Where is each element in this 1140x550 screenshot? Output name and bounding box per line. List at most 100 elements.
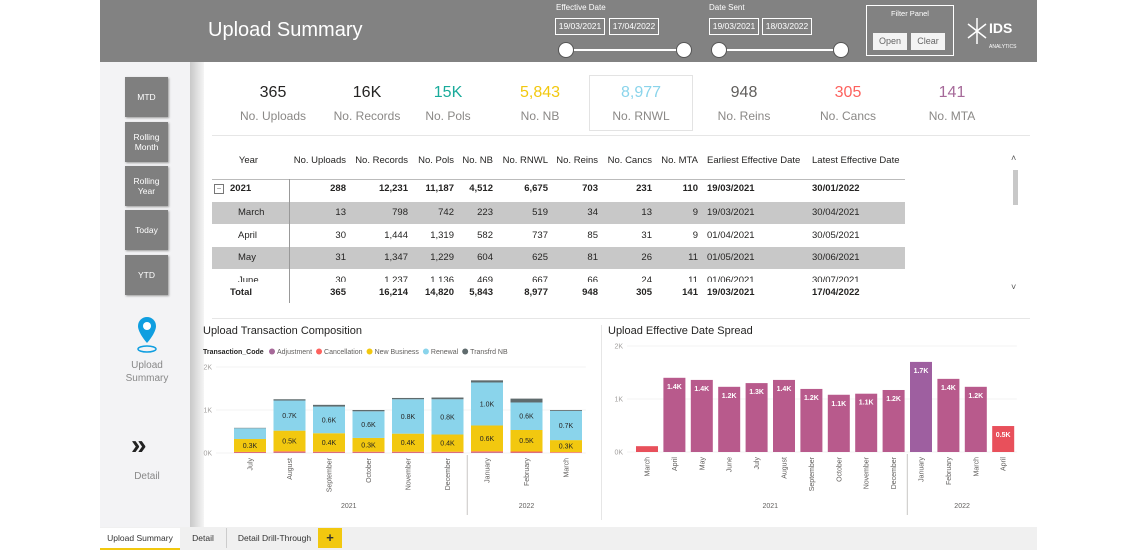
nav-shadow (190, 62, 204, 527)
table-cell: 13 (641, 207, 652, 218)
bar-segment (471, 425, 503, 452)
data-label: 0.4K (440, 441, 455, 448)
bar-segment (431, 451, 464, 453)
data-label: 0.4K (322, 440, 337, 447)
slider[interactable] (719, 49, 840, 51)
table-cell: 11 (688, 275, 698, 282)
data-label: 1.2K (886, 396, 901, 403)
table-cell: 26 (641, 252, 652, 263)
x-tick-label: December (891, 456, 898, 489)
nav-button[interactable]: MTD (125, 77, 168, 117)
data-label: 0.6K (480, 436, 495, 443)
total-cell: 14,820 (412, 283, 454, 303)
table-cell: 81 (587, 252, 598, 263)
composition-chart: Upload Transaction Composition 0K 1K 2K Tran… (203, 325, 586, 515)
x-tick-label: August (782, 457, 789, 479)
x-tick-label: October (836, 456, 843, 482)
bar-segment (431, 399, 464, 435)
nav-link[interactable]: Upload Summary (125, 360, 169, 384)
bar-segment (273, 399, 306, 401)
slider[interactable] (566, 49, 684, 51)
bar-segment (352, 410, 385, 412)
x-tick-label: November (406, 457, 413, 490)
table-cell: 31 (335, 252, 346, 263)
page-tab[interactable]: + (318, 528, 342, 548)
kpi-divider (212, 135, 1030, 136)
table-cell: 1,444 (384, 230, 408, 241)
nav-button[interactable]: YTD (125, 255, 168, 295)
column-header: No. Uploads (293, 155, 346, 166)
data-label: 1.4K (777, 386, 792, 393)
page-tab[interactable]: Upload Summary (100, 528, 180, 550)
table-cell: 11 (688, 252, 698, 263)
date-box[interactable]: 18/03/2022 (762, 18, 812, 35)
nav-link[interactable]: Detail (134, 471, 160, 482)
y-tick-label: 2K (203, 365, 212, 372)
date-box[interactable]: 17/04/2022 (609, 18, 659, 35)
pin-icon[interactable] (136, 316, 158, 361)
bar (992, 426, 1015, 452)
legend-swatch (269, 348, 275, 355)
slider-handle[interactable] (833, 42, 849, 58)
scroll-down[interactable]: ˅ (1011, 282, 1017, 292)
table-cell: 30/04/2021 (812, 207, 860, 218)
data-label: 1.1K (831, 401, 846, 408)
table-cell: 30/06/2021 (812, 252, 860, 263)
x-tick-label: March (564, 458, 571, 478)
slider-handle[interactable] (676, 42, 692, 58)
scroll-thumb[interactable] (1013, 170, 1018, 205)
kpi-card-border (589, 75, 693, 131)
slider-handle[interactable] (558, 42, 574, 58)
bar-segment (234, 451, 266, 453)
x-tick-label: July (248, 458, 255, 471)
column-header: No. Records (355, 155, 408, 166)
chevron-icon[interactable]: » (131, 429, 147, 460)
date-box[interactable]: 19/03/2021 (555, 18, 605, 35)
data-label: 1.4K (667, 384, 682, 391)
logo-mark (967, 18, 987, 44)
nav-button[interactable]: Rolling Year (125, 166, 168, 206)
logo-name: IDS (989, 20, 1013, 36)
kpi-value: 16K (352, 84, 382, 101)
open-button[interactable]: Open (873, 33, 907, 50)
header-rule (212, 179, 905, 180)
table-cell: 798 (392, 207, 408, 218)
data-label: 0.3K (243, 443, 258, 450)
data-label: 0.8K (401, 414, 416, 421)
nav-button[interactable]: Rolling Month (125, 122, 168, 162)
table-cell: 703 (582, 183, 598, 194)
legend-label: New Business (375, 349, 420, 356)
total-cell: Total (230, 283, 303, 303)
clear-button[interactable]: Clear (911, 33, 945, 50)
data-label: 1.2K (968, 393, 983, 400)
chart-divider (601, 325, 602, 520)
bar-segment (471, 382, 503, 426)
data-label: 0.7K (559, 423, 574, 430)
nav-button[interactable]: Today (125, 210, 168, 250)
legend-swatch (422, 348, 429, 355)
bar (964, 386, 987, 452)
data-label: 1.2K (804, 395, 819, 402)
total-cell: 19/03/2021 (702, 283, 808, 303)
bar-segment (352, 451, 385, 453)
slider-handle[interactable] (711, 42, 727, 58)
date-box[interactable]: 19/03/2021 (709, 18, 759, 35)
table-divider (212, 318, 1030, 319)
data-label: 0.6K (519, 414, 534, 421)
table-cell: 24 (641, 275, 652, 282)
legend-swatch (366, 348, 373, 355)
page-tab[interactable]: Detail (182, 528, 224, 548)
x-tick-label: February (946, 457, 953, 486)
page-tab[interactable]: Detail Drill-Through (226, 528, 316, 548)
total-cell: 16,214 (350, 283, 408, 303)
kpi-label: No. MTA (928, 109, 976, 123)
bar-segment (234, 428, 266, 440)
table-cell: 742 (438, 207, 454, 218)
scroll-up[interactable]: ˄ (1011, 153, 1017, 163)
column-header: Earliest Effective Date (707, 155, 801, 166)
header: Upload Summary Effective Date 19/03/2021… (100, 0, 1037, 62)
kpi-value: 365 (259, 84, 287, 101)
table-cell: 12,231 (378, 183, 408, 194)
table-cell: 2021 (230, 183, 252, 194)
